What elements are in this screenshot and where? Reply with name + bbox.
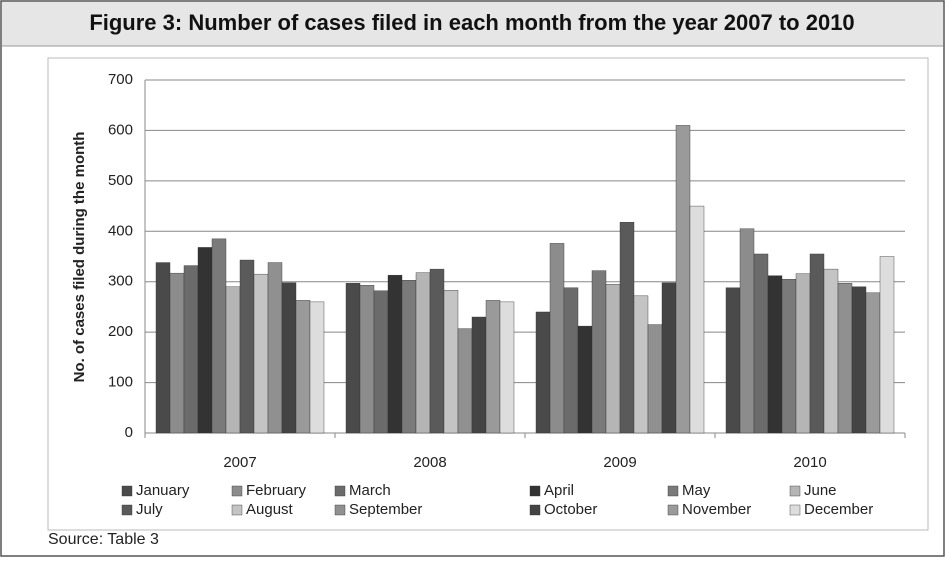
bar (345, 283, 361, 434)
y-axis-label: No. of cases filed during the month (71, 132, 88, 383)
source-note: Source: Table 3 (48, 531, 159, 548)
bar (647, 324, 663, 434)
legend-swatch (121, 485, 133, 497)
bar (739, 228, 755, 434)
title-bar (2, 2, 943, 46)
bar (387, 274, 403, 434)
y-tick-label: 700 (108, 71, 133, 88)
bar (851, 286, 867, 434)
bar (591, 270, 607, 434)
plot-frame (47, 57, 929, 531)
legend-label: January (136, 482, 190, 499)
bar (295, 300, 311, 434)
bar (309, 301, 325, 434)
y-tick-label: 0 (125, 424, 133, 441)
legend-label: November (682, 501, 751, 518)
legend-label: December (804, 501, 873, 518)
bar (267, 262, 283, 434)
bar (781, 278, 797, 434)
bar (373, 290, 389, 434)
x-tick-label: 2008 (413, 454, 446, 471)
legend-swatch (789, 504, 801, 516)
bar (661, 282, 677, 434)
chart-title: Figure 3: Number of cases filed in each … (89, 10, 854, 35)
legend-label: March (349, 482, 391, 499)
bar (401, 280, 417, 434)
bar (879, 256, 895, 434)
x-tick-label: 2007 (223, 454, 256, 471)
legend-label: April (544, 482, 574, 499)
bar (535, 311, 551, 434)
bar (183, 265, 199, 434)
bar (359, 285, 375, 434)
bar (795, 273, 811, 434)
bar (225, 286, 241, 434)
legend-label: May (682, 482, 711, 499)
bar (753, 253, 769, 434)
bar (809, 253, 825, 434)
bar (281, 282, 297, 434)
legend-label: September (349, 501, 422, 518)
legend-label: July (136, 501, 163, 518)
bar (253, 273, 269, 434)
y-tick-label: 200 (108, 323, 133, 340)
legend-swatch (231, 504, 243, 516)
bar (415, 272, 431, 434)
bar (675, 125, 691, 434)
bar (429, 268, 445, 434)
bar (169, 272, 185, 434)
bar (837, 283, 853, 434)
legend-label: August (246, 501, 294, 518)
legend-label: February (246, 482, 307, 499)
legend-swatch (231, 485, 243, 497)
bar (443, 290, 459, 434)
legend-swatch (667, 485, 679, 497)
bar (155, 262, 171, 434)
bar (689, 205, 705, 434)
bar (239, 259, 255, 434)
bar (499, 301, 515, 434)
legend-swatch (334, 485, 346, 497)
bar (605, 284, 621, 434)
bar (457, 328, 473, 434)
legend-swatch (529, 485, 541, 497)
y-tick-label: 500 (108, 172, 133, 189)
bar (471, 316, 487, 434)
bar (577, 325, 593, 434)
bar (865, 292, 881, 434)
bar (725, 287, 741, 434)
legend-swatch (529, 504, 541, 516)
x-tick-label: 2010 (793, 454, 826, 471)
y-tick-label: 100 (108, 374, 133, 391)
bar (549, 243, 565, 434)
legend-swatch (789, 485, 801, 497)
y-tick-label: 300 (108, 273, 133, 290)
y-tick-label: 600 (108, 121, 133, 138)
bar (485, 300, 501, 434)
bar (633, 295, 649, 434)
y-tick-label: 400 (108, 222, 133, 239)
bar (767, 275, 783, 434)
legend-swatch (667, 504, 679, 516)
bar (563, 287, 579, 434)
x-tick-label: 2009 (603, 454, 636, 471)
bar (211, 238, 227, 434)
legend-swatch (334, 504, 346, 516)
legend-swatch (121, 504, 133, 516)
bar (619, 222, 635, 434)
bar (823, 268, 839, 434)
legend-label: October (544, 501, 597, 518)
bar (197, 247, 213, 434)
legend-label: June (804, 482, 837, 499)
